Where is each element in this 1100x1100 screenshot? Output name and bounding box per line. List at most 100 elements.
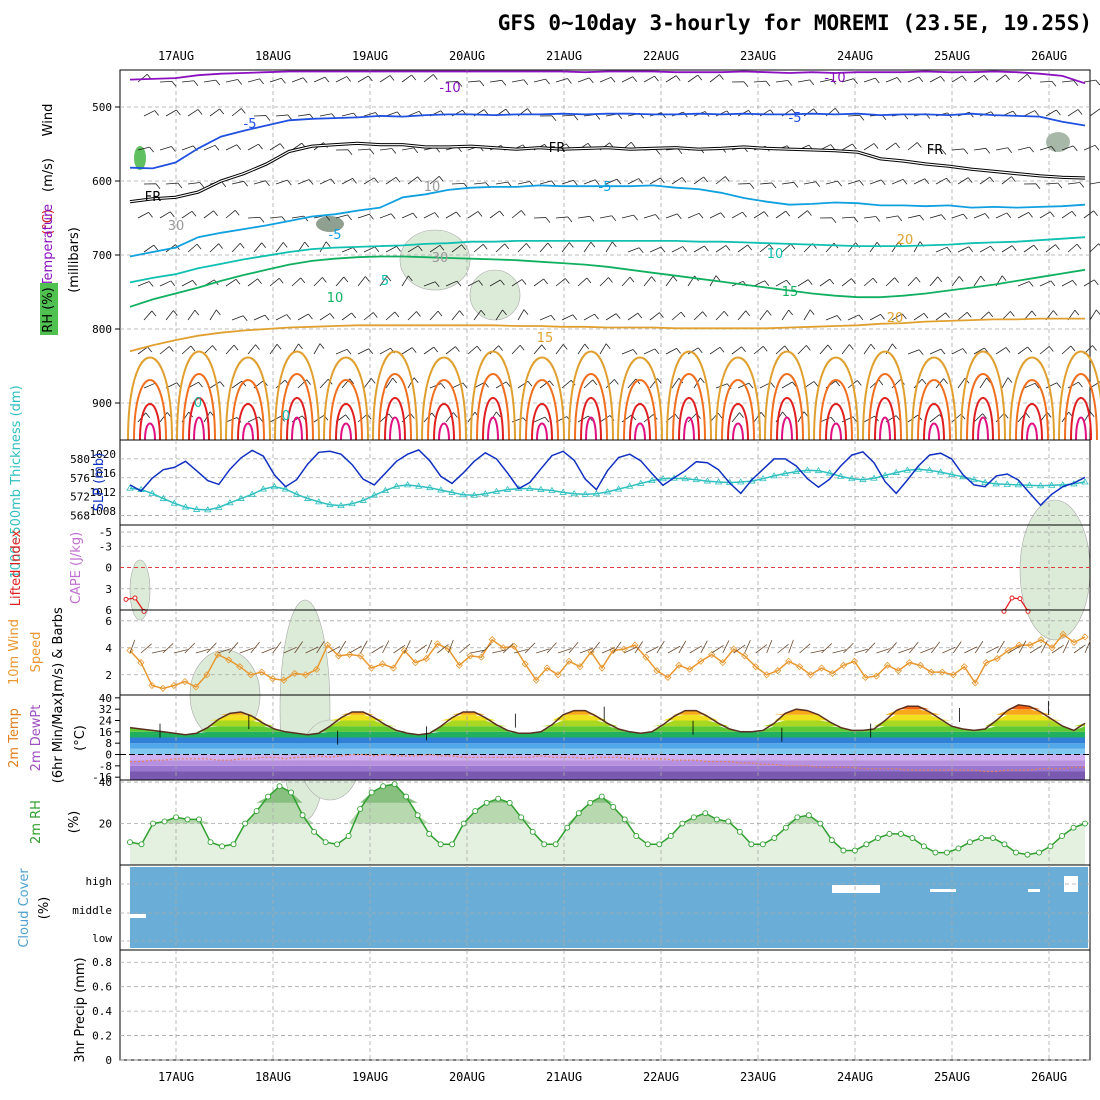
wind-barb — [1039, 80, 1053, 83]
wind-barb — [137, 212, 149, 219]
wind-speed-point — [291, 669, 299, 677]
wind-barb — [231, 180, 244, 185]
wind-barb-flag — [216, 309, 221, 316]
rh-point — [990, 835, 996, 841]
diurnal-temperature-contour — [188, 397, 210, 441]
wind-barb-flag — [924, 178, 930, 184]
contour-label: 10 — [327, 291, 344, 306]
wind-barb — [253, 314, 266, 321]
wind-barb — [363, 112, 376, 117]
y-tick-label: high — [86, 875, 113, 888]
wind-barb — [819, 344, 829, 355]
wind-barb — [1017, 146, 1030, 151]
wind-barb-flag — [749, 183, 755, 189]
wind-barb — [247, 216, 261, 219]
surface-wind-barb — [272, 641, 282, 654]
rh-point — [874, 835, 881, 841]
thickness-point — [426, 483, 434, 491]
surface-wind-barb — [459, 643, 471, 654]
temp-band — [130, 765, 1085, 772]
rh-point — [219, 843, 225, 850]
wind-barb — [605, 241, 613, 253]
y-tick-label-slp: 1016 — [90, 467, 117, 480]
wind-barb — [209, 108, 220, 117]
wind-barb-flag — [849, 344, 854, 350]
thickness-point — [714, 478, 723, 485]
rh-point — [426, 830, 433, 837]
surface-wind-barb — [1040, 640, 1048, 654]
surface-wind-barb — [294, 641, 304, 654]
thickness-point — [692, 475, 701, 483]
wind-barb — [385, 377, 394, 389]
date-label-top: 18AUG — [255, 49, 291, 63]
wind-barb-flag — [762, 346, 768, 352]
wind-barb-flag — [830, 417, 836, 423]
wind-barb-flag — [921, 378, 927, 385]
wind-barb — [627, 178, 639, 185]
wind-barb-flag — [369, 148, 375, 155]
rh-point — [564, 824, 571, 831]
diurnal-temperature-contour — [525, 379, 559, 441]
surface-wind-barb — [898, 647, 912, 654]
wind-barb-flag — [234, 210, 240, 216]
wind-barb — [803, 181, 816, 185]
wind-speed-point — [982, 659, 990, 667]
wind-barb — [247, 78, 260, 83]
wind-speed-point — [894, 667, 902, 675]
wind-speed-point — [225, 656, 233, 664]
wind-barb-flag — [698, 213, 704, 219]
y-tick-label: -5 — [99, 526, 112, 539]
wind-barb — [973, 275, 982, 287]
wind-barb-flag — [235, 279, 241, 285]
wind-barb — [533, 344, 543, 355]
wind-barb — [643, 348, 656, 355]
wind-barb-flag — [785, 210, 791, 217]
wind-barb-flag — [697, 74, 703, 81]
wind-barb-flag — [809, 309, 815, 315]
rh-point — [920, 843, 927, 850]
diurnal-temperature-contour — [482, 397, 504, 441]
wind-barb-flag — [742, 211, 747, 218]
wind-barb — [583, 241, 592, 253]
surface-wind-barb — [689, 645, 703, 654]
wind-barb — [165, 182, 178, 185]
surface-wind-barb — [612, 641, 622, 654]
wind-barb-flag — [697, 347, 703, 354]
contour-label: 20 — [897, 233, 914, 248]
wind-barb — [209, 381, 221, 389]
wind-barb-flag — [654, 75, 659, 82]
thickness-point — [859, 475, 867, 483]
thickness-point — [614, 485, 623, 492]
wind-barb-flag — [1051, 81, 1057, 87]
rh-point — [840, 847, 847, 854]
wind-barb-flag — [433, 74, 438, 80]
wind-barb — [643, 276, 652, 287]
wind-barb-flag — [191, 211, 197, 217]
wind-barb — [407, 377, 415, 389]
lifted-index-point — [1017, 596, 1023, 602]
surface-wind-barb — [568, 642, 579, 654]
wind-barb — [517, 243, 527, 253]
wind-barb — [841, 216, 854, 219]
wind-barb — [781, 381, 793, 389]
wind-barb — [1039, 211, 1051, 219]
diurnal-temperature-contour — [531, 403, 553, 441]
diurnal-temperature-contour — [438, 422, 450, 441]
y-tick-label: 0 — [105, 749, 112, 762]
wind-barb-flag — [700, 377, 705, 384]
contour-label: 0 — [282, 409, 290, 424]
wind-barb — [363, 246, 376, 253]
wind-barb-flag — [319, 343, 325, 349]
axis-label-precip: 3hr Precip (mm) — [73, 957, 88, 1062]
wind-barb-flag — [605, 343, 611, 349]
wind-barb-flag — [308, 313, 313, 320]
wind-barb-flag — [306, 379, 311, 385]
wind-barb — [341, 312, 352, 321]
cape-lifted-index-panel: -5-3 0 3 6 Lifted Index CAPE (J/kg) — [9, 524, 1091, 617]
wind-barb-flag — [374, 246, 380, 253]
wind-barb-flag — [298, 343, 303, 350]
wind-barb — [275, 114, 288, 117]
diurnal-temperature-contour — [781, 416, 793, 441]
surface-wind-barb — [404, 640, 411, 654]
surface-wind-barb — [349, 645, 362, 654]
